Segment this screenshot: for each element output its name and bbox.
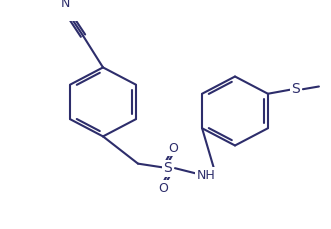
Text: S: S xyxy=(292,82,300,96)
Text: S: S xyxy=(164,161,172,175)
Text: NH: NH xyxy=(197,169,215,182)
Text: O: O xyxy=(168,142,178,155)
Text: O: O xyxy=(158,182,168,195)
Text: N: N xyxy=(60,0,70,10)
